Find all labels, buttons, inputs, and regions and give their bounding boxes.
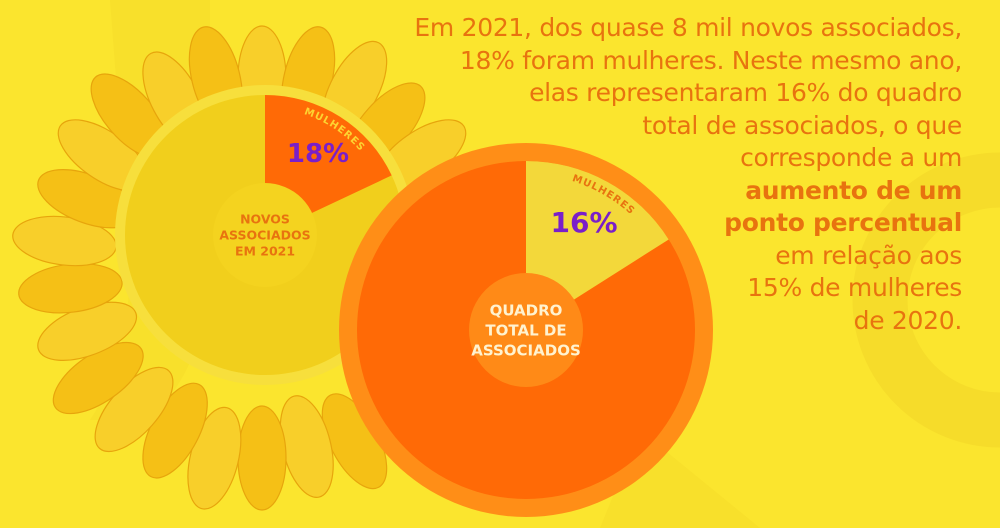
description-paragraph: Em 2021, dos quase 8 mil novos associado… xyxy=(402,12,962,337)
paragraph-line: total de associados, o que xyxy=(642,110,962,140)
paragraph-line: em relação aos xyxy=(775,240,962,270)
paragraph-line: elas representaram 16% do quadro xyxy=(529,78,962,107)
sunflower-petal xyxy=(237,405,287,511)
center-label-line: NOVOS xyxy=(240,211,290,226)
center-label-line: EM 2021 xyxy=(235,243,295,258)
pie-center-hole xyxy=(213,183,317,287)
center-label-line: QUADRO xyxy=(490,301,563,319)
paragraph-line: 15% de mulheres xyxy=(747,273,962,302)
center-label-line: ASSOCIADOS xyxy=(471,341,581,359)
sunflower-petal xyxy=(52,341,144,415)
paragraph-line-bold: aumento de um xyxy=(745,175,962,205)
paragraph-line: 18% foram mulheres. Neste mesmo ano, xyxy=(459,45,962,75)
bg-shape xyxy=(852,152,1000,448)
paragraph-line-bold: ponto percentual xyxy=(724,208,962,237)
paragraph-line: corresponde a um xyxy=(740,143,962,172)
center-label-line: ASSOCIADOS xyxy=(219,227,310,242)
value-label: 16% xyxy=(550,206,617,239)
paragraph-line: de 2020. xyxy=(853,305,963,335)
paragraph-line: Em 2021, dos quase 8 mil novos associado… xyxy=(414,13,962,42)
value-label: 18% xyxy=(287,139,349,169)
center-label-line: TOTAL DE xyxy=(485,321,566,339)
pie-center-hole xyxy=(469,273,583,387)
